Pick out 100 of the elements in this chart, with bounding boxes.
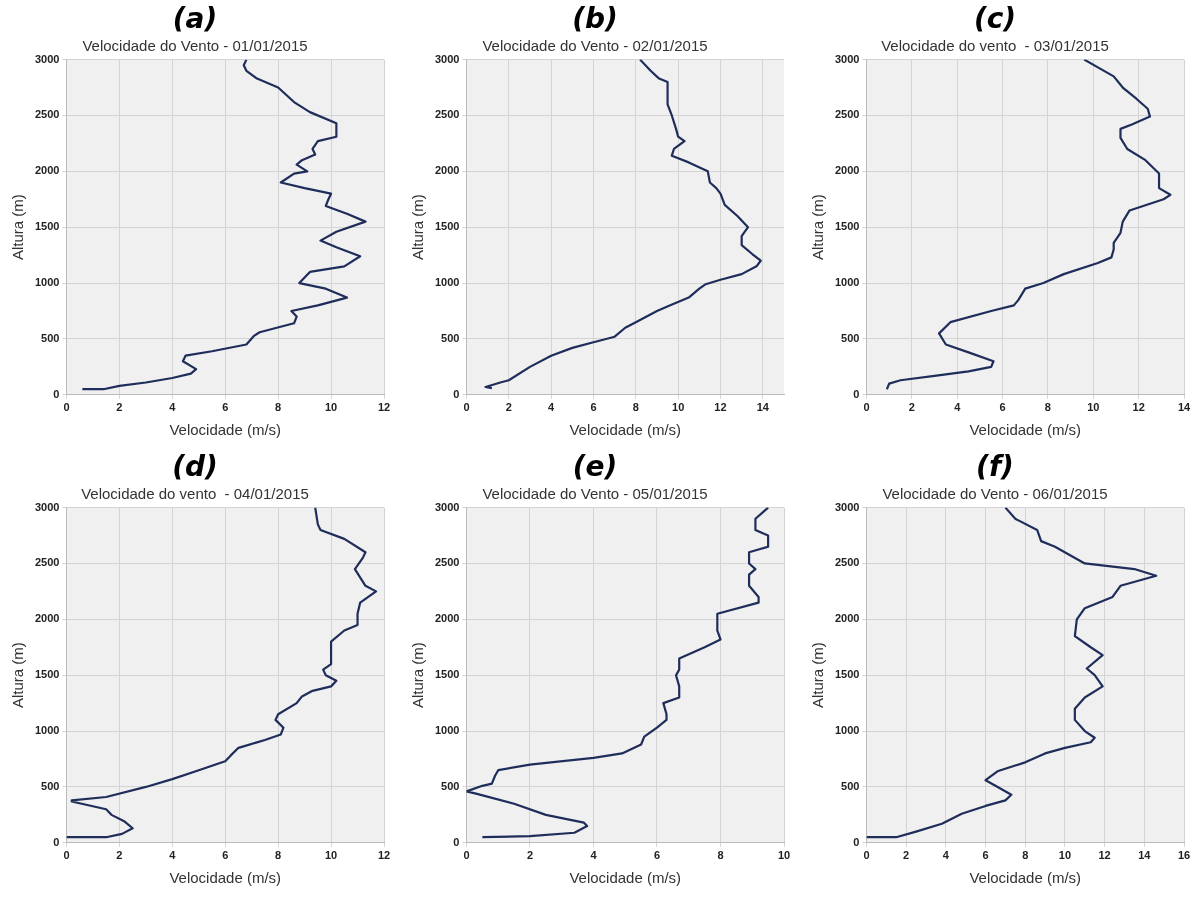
chart-title: (a): [172, 2, 218, 36]
y-tick-label: 1500: [834, 668, 860, 681]
y-tick-label: 1500: [834, 220, 860, 233]
x-tick-label: 4: [169, 401, 177, 414]
x-tick-label: 10: [672, 401, 685, 414]
y-tick-label: 3000: [434, 500, 460, 513]
x-axis-title: Velocidade (m/s): [969, 869, 1082, 887]
x-tick-label: 2: [903, 849, 910, 862]
y-tick-label: 3000: [434, 52, 460, 65]
x-axis-title: Velocidade (m/s): [969, 421, 1082, 439]
x-tick-label: 6: [222, 849, 229, 862]
y-tick-label: 2500: [34, 556, 60, 569]
x-tick-label: 0: [463, 401, 470, 414]
y-axis-title: Altura (m): [409, 194, 427, 261]
x-tick-label: 14: [1138, 849, 1152, 862]
x-tick-label: 0: [863, 849, 870, 862]
x-tick-label: 6: [653, 849, 661, 862]
y-tick-label: 500: [841, 779, 860, 792]
chart-subtitle: Velocidade do Vento - 05/01/2015: [482, 484, 708, 502]
y-tick-label: 1000: [34, 276, 60, 289]
y-axis-title: Altura (m): [409, 642, 427, 709]
x-tick-label: 10: [324, 849, 338, 862]
x-axis-title: Velocidade (m/s): [569, 421, 682, 439]
x-tick-label: 14: [756, 401, 770, 414]
y-axis-title: Altura (m): [9, 194, 27, 261]
x-tick-label: 16: [1177, 849, 1191, 862]
y-tick-label: 500: [41, 331, 60, 344]
y-tick-label: 500: [41, 779, 60, 792]
x-tick-label: 12: [377, 401, 391, 414]
y-tick-label: 2500: [834, 108, 860, 121]
x-tick-label: 6: [982, 849, 989, 862]
y-tick-label: 0: [53, 835, 60, 848]
x-tick-label: 2: [526, 849, 534, 862]
x-tick-label: 8: [632, 401, 639, 414]
y-tick-label: 2000: [834, 612, 860, 625]
x-tick-label: 0: [463, 849, 470, 862]
y-tick-label: 1000: [834, 724, 860, 737]
x-tick-label: 4: [169, 849, 177, 862]
x-tick-label: 4: [590, 849, 598, 862]
x-tick-label: 2: [116, 401, 123, 414]
chart-title: (c): [973, 2, 1017, 36]
y-tick-label: 3000: [34, 52, 60, 65]
x-tick-label: 6: [222, 401, 229, 414]
x-tick-label: 10: [1058, 849, 1072, 862]
y-tick-label: 2000: [834, 164, 860, 177]
y-tick-label: 2000: [34, 164, 60, 177]
x-tick-label: 8: [1022, 849, 1029, 862]
y-tick-label: 500: [441, 779, 460, 792]
y-tick-label: 1500: [34, 668, 60, 681]
x-tick-label: 2: [908, 401, 915, 414]
y-tick-label: 2000: [434, 164, 460, 177]
x-tick-label: 8: [275, 849, 282, 862]
x-axis-title: Velocidade (m/s): [169, 421, 282, 439]
chart-title: (f): [976, 450, 1014, 484]
y-tick-label: 2500: [34, 108, 60, 121]
x-tick-label: 0: [863, 401, 870, 414]
x-tick-label: 14: [1177, 401, 1191, 414]
chart-title: (e): [572, 450, 618, 484]
y-tick-label: 0: [453, 387, 460, 400]
x-tick-label: 4: [548, 401, 556, 414]
chart-title: (d): [172, 450, 218, 484]
x-tick-label: 12: [1132, 401, 1145, 414]
y-tick-label: 3000: [834, 52, 860, 65]
y-tick-label: 0: [453, 835, 460, 848]
y-tick-label: 2000: [434, 612, 460, 625]
y-tick-label: 0: [853, 387, 860, 400]
y-tick-label: 1500: [434, 220, 460, 233]
x-tick-label: 12: [714, 401, 727, 414]
y-tick-label: 2500: [434, 108, 460, 121]
y-tick-label: 2500: [434, 556, 460, 569]
y-tick-label: 1000: [434, 276, 460, 289]
y-tick-label: 2500: [834, 556, 860, 569]
y-tick-label: 1500: [434, 668, 460, 681]
x-tick-label: 6: [590, 401, 597, 414]
y-axis-title: Altura (m): [9, 642, 27, 709]
y-axis-title: Altura (m): [809, 194, 827, 261]
chart-subtitle: Velocidade do vento - 03/01/2015: [881, 36, 1109, 54]
y-tick-label: 500: [841, 331, 860, 344]
x-axis-title: Velocidade (m/s): [169, 869, 282, 887]
x-tick-label: 6: [999, 401, 1006, 414]
chart-subtitle: Velocidade do Vento - 06/01/2015: [882, 484, 1108, 502]
x-tick-label: 10: [324, 401, 338, 414]
x-tick-label: 12: [1098, 849, 1111, 862]
x-tick-label: 10: [1087, 401, 1100, 414]
y-tick-label: 0: [53, 387, 60, 400]
y-tick-label: 3000: [34, 500, 60, 513]
y-tick-label: 1500: [34, 220, 60, 233]
x-tick-label: 8: [717, 849, 724, 862]
chart-subtitle: Velocidade do vento - 04/01/2015: [81, 484, 309, 502]
y-tick-label: 1000: [434, 724, 460, 737]
y-tick-label: 1000: [34, 724, 60, 737]
y-axis-title: Altura (m): [809, 642, 827, 709]
x-tick-label: 4: [942, 849, 950, 862]
y-tick-label: 2000: [34, 612, 60, 625]
x-tick-label: 8: [275, 401, 282, 414]
chart-subtitle: Velocidade do Vento - 02/01/2015: [482, 36, 708, 54]
x-tick-label: 4: [954, 401, 962, 414]
x-tick-label: 10: [777, 849, 791, 862]
y-tick-label: 0: [853, 835, 860, 848]
x-axis-title: Velocidade (m/s): [569, 869, 682, 887]
